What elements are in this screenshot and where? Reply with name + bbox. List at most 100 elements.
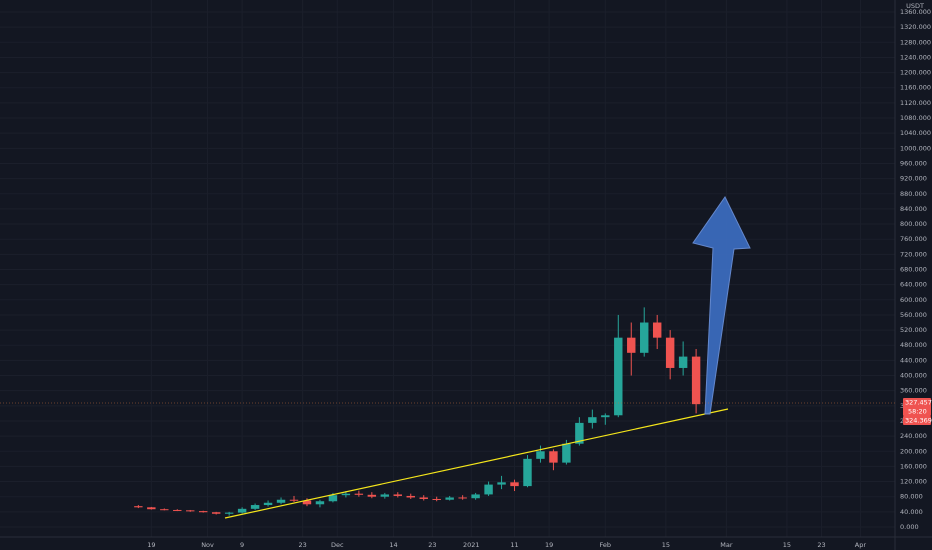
x-tick-label: 11 xyxy=(510,541,518,549)
y-tick-label: 680.000 xyxy=(900,266,927,274)
candle-body xyxy=(328,495,338,502)
candle-body xyxy=(575,422,584,444)
x-tick-label: Mar xyxy=(720,541,733,549)
y-tick-label: 560.000 xyxy=(900,311,927,319)
price-label: 324.369 xyxy=(905,417,932,425)
candle-body xyxy=(134,506,143,508)
y-tick-label: 1000.000 xyxy=(900,144,931,152)
candle-body xyxy=(250,505,260,509)
x-tick-label: 19 xyxy=(545,541,553,549)
y-tick-label: 840.000 xyxy=(900,205,927,213)
candle-body xyxy=(562,443,571,463)
y-tick-label: 200.000 xyxy=(900,447,927,455)
candle-body xyxy=(484,484,493,495)
candle-body xyxy=(432,498,441,500)
y-tick-label: 80.000 xyxy=(900,493,923,501)
price-label: 327.457 xyxy=(905,399,932,407)
y-tick-label: 1120.000 xyxy=(900,99,931,107)
candle-body xyxy=(211,512,221,514)
candle-body xyxy=(198,511,208,513)
candle-body xyxy=(186,510,195,512)
candle-body xyxy=(640,322,649,353)
candle-body xyxy=(302,500,312,505)
candle-body xyxy=(393,494,402,496)
candle-body xyxy=(614,337,623,416)
candle-body xyxy=(523,458,532,487)
y-tick-label: 640.000 xyxy=(900,281,927,289)
y-tick-label: 120.000 xyxy=(900,478,927,486)
candle-body xyxy=(588,417,597,423)
x-tick-label: Apr xyxy=(855,541,867,549)
candle-body xyxy=(276,499,286,503)
candle-body xyxy=(549,451,558,463)
candle-body xyxy=(458,497,467,499)
candle-body xyxy=(445,497,454,500)
candle-body xyxy=(652,322,662,338)
y-tick-label: 600.000 xyxy=(900,296,927,304)
candle-body xyxy=(147,507,156,510)
candle-body xyxy=(406,495,415,498)
y-tick-label: 800.000 xyxy=(900,220,927,228)
y-tick-label: 760.000 xyxy=(900,235,927,243)
candle-body xyxy=(237,508,247,513)
y-tick-label: 440.000 xyxy=(900,356,927,364)
x-tick-label: Feb xyxy=(600,541,612,549)
y-tick-label: 0.000 xyxy=(900,523,919,531)
y-tick-label: 1160.000 xyxy=(900,84,931,92)
x-tick-label: Nov xyxy=(201,541,214,549)
countdown: 58:20 xyxy=(908,408,927,416)
candle-body xyxy=(160,509,169,511)
x-tick-label: 23 xyxy=(299,541,307,549)
y-tick-label: 1040.000 xyxy=(900,129,931,137)
y-tick-label: 1320.000 xyxy=(900,23,931,31)
candle-body xyxy=(510,482,519,487)
x-tick-label: 23 xyxy=(817,541,825,549)
candle-body xyxy=(601,415,610,418)
candle-body xyxy=(341,493,351,496)
y-tick-label: 1280.000 xyxy=(900,38,931,46)
candle-body xyxy=(691,356,701,405)
x-tick-label: Dec xyxy=(331,541,344,549)
y-tick-label: 520.000 xyxy=(900,326,927,334)
x-tick-label: 9 xyxy=(240,541,244,549)
candle-body xyxy=(367,494,377,497)
candle-body xyxy=(173,509,182,511)
candle-body xyxy=(627,337,636,353)
x-tick-label: 23 xyxy=(428,541,436,549)
y-tick-label: 360.000 xyxy=(900,387,927,395)
candle-body xyxy=(497,482,506,485)
currency: USDT xyxy=(906,2,924,10)
candle-body xyxy=(224,512,234,514)
y-tick-label: 960.000 xyxy=(900,159,927,167)
candle-body xyxy=(471,494,480,499)
y-tick-label: 40.000 xyxy=(900,508,923,516)
x-tick-label: 15 xyxy=(662,541,670,549)
candle-body xyxy=(289,499,299,501)
candle-body xyxy=(536,451,545,459)
x-tick-label: 14 xyxy=(389,541,397,549)
candle-body xyxy=(315,501,325,505)
y-tick-label: 1080.000 xyxy=(900,114,931,122)
candle-body xyxy=(263,502,273,506)
y-tick-label: 1360.000 xyxy=(900,8,931,16)
candle-body xyxy=(354,493,364,495)
price-label-box xyxy=(903,416,931,426)
y-tick-label: 880.000 xyxy=(900,190,927,198)
candle-body xyxy=(419,497,428,499)
y-tick-label: 480.000 xyxy=(900,341,927,349)
y-tick-label: 400.000 xyxy=(900,372,927,380)
candle-body xyxy=(665,337,675,368)
y-tick-label: 920.000 xyxy=(900,175,927,183)
y-tick-label: 1240.000 xyxy=(900,53,931,61)
y-tick-label: 720.000 xyxy=(900,250,927,258)
y-tick-label: 1200.000 xyxy=(900,69,931,77)
price-label-box xyxy=(903,398,931,417)
y-tick-label: 160.000 xyxy=(900,462,927,470)
x-tick-label: 19 xyxy=(147,541,155,549)
y-tick-label: 240.000 xyxy=(900,432,927,440)
candle-body xyxy=(380,494,390,497)
x-tick-label: 2021 xyxy=(463,541,480,549)
candle-body xyxy=(678,356,688,368)
arrow xyxy=(692,196,751,415)
